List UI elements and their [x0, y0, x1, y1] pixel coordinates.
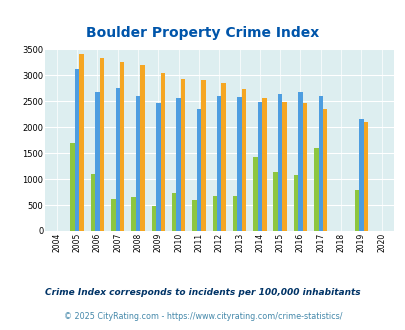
Bar [216, 96, 221, 231]
Bar [273, 172, 277, 231]
Bar [176, 98, 181, 231]
Bar [252, 157, 257, 231]
Bar [131, 197, 135, 231]
Bar [91, 174, 95, 231]
Bar [322, 109, 326, 231]
Bar [212, 196, 216, 231]
Bar [115, 88, 120, 231]
Bar [358, 119, 363, 231]
Bar [100, 58, 104, 231]
Bar [95, 92, 100, 231]
Bar [151, 206, 156, 231]
Bar [181, 79, 185, 231]
Bar [241, 89, 245, 231]
Bar [262, 98, 266, 231]
Bar [318, 96, 322, 231]
Bar [192, 200, 196, 231]
Bar [140, 65, 144, 231]
Bar [156, 103, 160, 231]
Bar [298, 92, 302, 231]
Bar [160, 73, 164, 231]
Text: Crime Index corresponds to incidents per 100,000 inhabitants: Crime Index corresponds to incidents per… [45, 287, 360, 297]
Bar [221, 83, 225, 231]
Bar [363, 122, 367, 231]
Bar [70, 143, 75, 231]
Bar [313, 148, 318, 231]
Bar [237, 97, 241, 231]
Bar [79, 54, 83, 231]
Bar [282, 102, 286, 231]
Bar [172, 193, 176, 231]
Text: Boulder Property Crime Index: Boulder Property Crime Index [86, 26, 319, 40]
Bar [120, 62, 124, 231]
Bar [196, 109, 201, 231]
Bar [354, 189, 358, 231]
Bar [293, 175, 297, 231]
Bar [135, 96, 140, 231]
Bar [111, 199, 115, 231]
Bar [75, 69, 79, 231]
Bar [302, 103, 307, 231]
Bar [232, 196, 237, 231]
Bar [277, 94, 282, 231]
Text: © 2025 CityRating.com - https://www.cityrating.com/crime-statistics/: © 2025 CityRating.com - https://www.city… [64, 312, 341, 321]
Bar [200, 80, 205, 231]
Bar [257, 102, 262, 231]
